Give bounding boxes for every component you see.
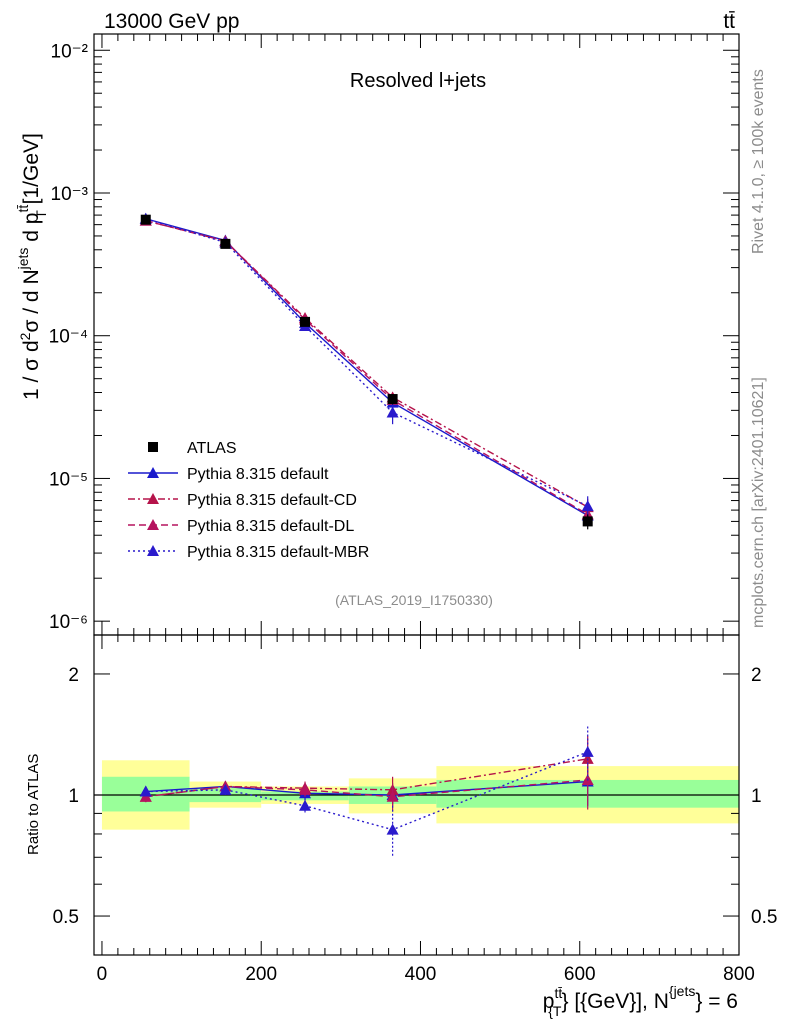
ratio-series-point <box>581 745 594 757</box>
legend: ATLAS Pythia 8.315 default Pythia 8.315 de… <box>128 440 369 561</box>
main-data-points <box>140 214 593 530</box>
main-y-tick-label: 10⁻⁴ <box>49 327 88 348</box>
ratio-ticks: 0.5 0.5 1 1 2 2 0 200 400 600 800 <box>53 635 777 985</box>
ratio-series-point <box>299 799 312 811</box>
ratio-x-tick-label: 600 <box>564 964 596 985</box>
ratio-x-tick-label: 0 <box>97 964 108 985</box>
main-series-point <box>386 406 399 418</box>
legend-marker <box>148 442 158 452</box>
legend-label: Pythia 8.315 default-DL <box>187 518 354 535</box>
ratio-x-tick-label: 800 <box>723 964 755 985</box>
ratio-series-point <box>386 823 399 835</box>
atlas-data-point <box>582 516 593 527</box>
main-panel: 10⁻² 10⁻³ 10⁻⁴ 10⁻⁵ 10⁻⁶ Resolved l+jets (AT… <box>15 33 740 636</box>
main-y-tick-labels: 10⁻² 10⁻³ 10⁻⁴ 10⁻⁵ 10⁻⁶ <box>49 41 88 633</box>
ratio-x-tick-label: 400 <box>405 964 437 985</box>
ratio-series-point <box>299 783 312 795</box>
atlas-data-point <box>140 214 151 225</box>
energy-label: 13000 GeV pp <box>104 10 239 33</box>
main-y-tick-label: 10⁻⁶ <box>49 612 88 633</box>
x-axis-label: ptt̄ {T} [{GeV}], N{jets} = 6 <box>543 983 738 1019</box>
main-series-line <box>145 219 589 508</box>
ratio-series-point <box>386 790 399 802</box>
ratio-y-tick-label-right: 0.5 <box>751 907 777 928</box>
main-minor-ticks <box>94 34 740 635</box>
legend-marker <box>147 519 159 530</box>
legend-marker <box>147 545 159 556</box>
ratio-series <box>139 726 594 858</box>
ratio-series-point <box>219 783 232 795</box>
legend-label: Pythia 8.315 default <box>187 466 329 483</box>
legend-entry: Pythia 8.315 default-MBR <box>128 544 369 561</box>
legend-label: Pythia 8.315 default-CD <box>187 492 357 509</box>
main-series-line <box>145 218 589 507</box>
svg-text:ptt̄{T} [{GeV}], N{jets} = 6: ptt̄ {T} [{GeV}], N{jets} = 6 <box>543 983 738 1019</box>
main-y-tick-label: 10⁻⁵ <box>49 469 88 490</box>
main-y-axis-label: 1 / σ d2σ / d Njets d ptt̄T [1/GeV] <box>15 133 49 400</box>
legend-entry: Pythia 8.315 default-CD <box>128 492 357 509</box>
ratio-y-axis-label: Ratio to ATLAS <box>25 754 42 855</box>
svg-text:1 / σ d2σ / d Njets d ptt̄T [1: 1 / σ d2σ / d Njets d ptt̄T [1/GeV] <box>15 133 49 400</box>
ratio-panel: 0.5 0.5 1 1 2 2 0 200 400 600 800 Ratio to ATLAS p… <box>25 634 777 1019</box>
atlas-data-point <box>300 316 311 327</box>
legend-label: ATLAS <box>187 440 237 457</box>
process-label: tt̄ <box>723 10 735 33</box>
ratio-y-tick-label-left: 2 <box>68 665 79 686</box>
ratio-series-point <box>139 785 152 797</box>
source-label: mcplots.cern.ch [arXiv:2401.10621] <box>750 377 767 628</box>
legend-entry: Pythia 8.315 default-DL <box>128 518 354 535</box>
atlas-data-point <box>387 394 398 405</box>
legend-entry: Pythia 8.315 default <box>128 466 329 483</box>
main-y-tick-label: 10⁻² <box>51 41 89 62</box>
legend-entry: ATLAS <box>148 440 237 457</box>
main-series-point <box>581 500 594 512</box>
ratio-y-tick-label-left: 1 <box>68 786 79 807</box>
ratio-y-tick-label-left: 0.5 <box>53 907 79 928</box>
ratio-x-tick-label: 200 <box>245 964 277 985</box>
main-title: Resolved l+jets <box>350 70 486 92</box>
legend-marker <box>147 493 159 504</box>
atlas-data-point <box>220 238 231 249</box>
main-y-tick-label: 10⁻³ <box>51 184 89 205</box>
analysis-label: (ATLAS_2019_I1750330) <box>335 592 493 608</box>
legend-label: Pythia 8.315 default-MBR <box>187 544 369 561</box>
ratio-y-tick-label-right: 1 <box>751 786 762 807</box>
legend-marker <box>147 467 159 478</box>
ratio-y-tick-label-right: 2 <box>751 665 762 686</box>
rivet-version-label: Rivet 4.1.0, ≥ 100k events <box>750 69 767 254</box>
